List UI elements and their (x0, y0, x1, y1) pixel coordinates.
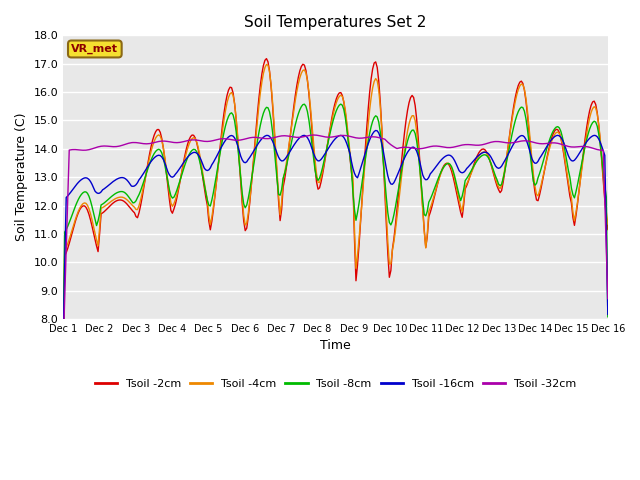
Y-axis label: Soil Temperature (C): Soil Temperature (C) (15, 113, 28, 241)
X-axis label: Time: Time (320, 339, 351, 352)
Text: VR_met: VR_met (71, 44, 118, 54)
Title: Soil Temperatures Set 2: Soil Temperatures Set 2 (244, 15, 427, 30)
Legend: Tsoil -2cm, Tsoil -4cm, Tsoil -8cm, Tsoil -16cm, Tsoil -32cm: Tsoil -2cm, Tsoil -4cm, Tsoil -8cm, Tsoi… (90, 374, 580, 393)
